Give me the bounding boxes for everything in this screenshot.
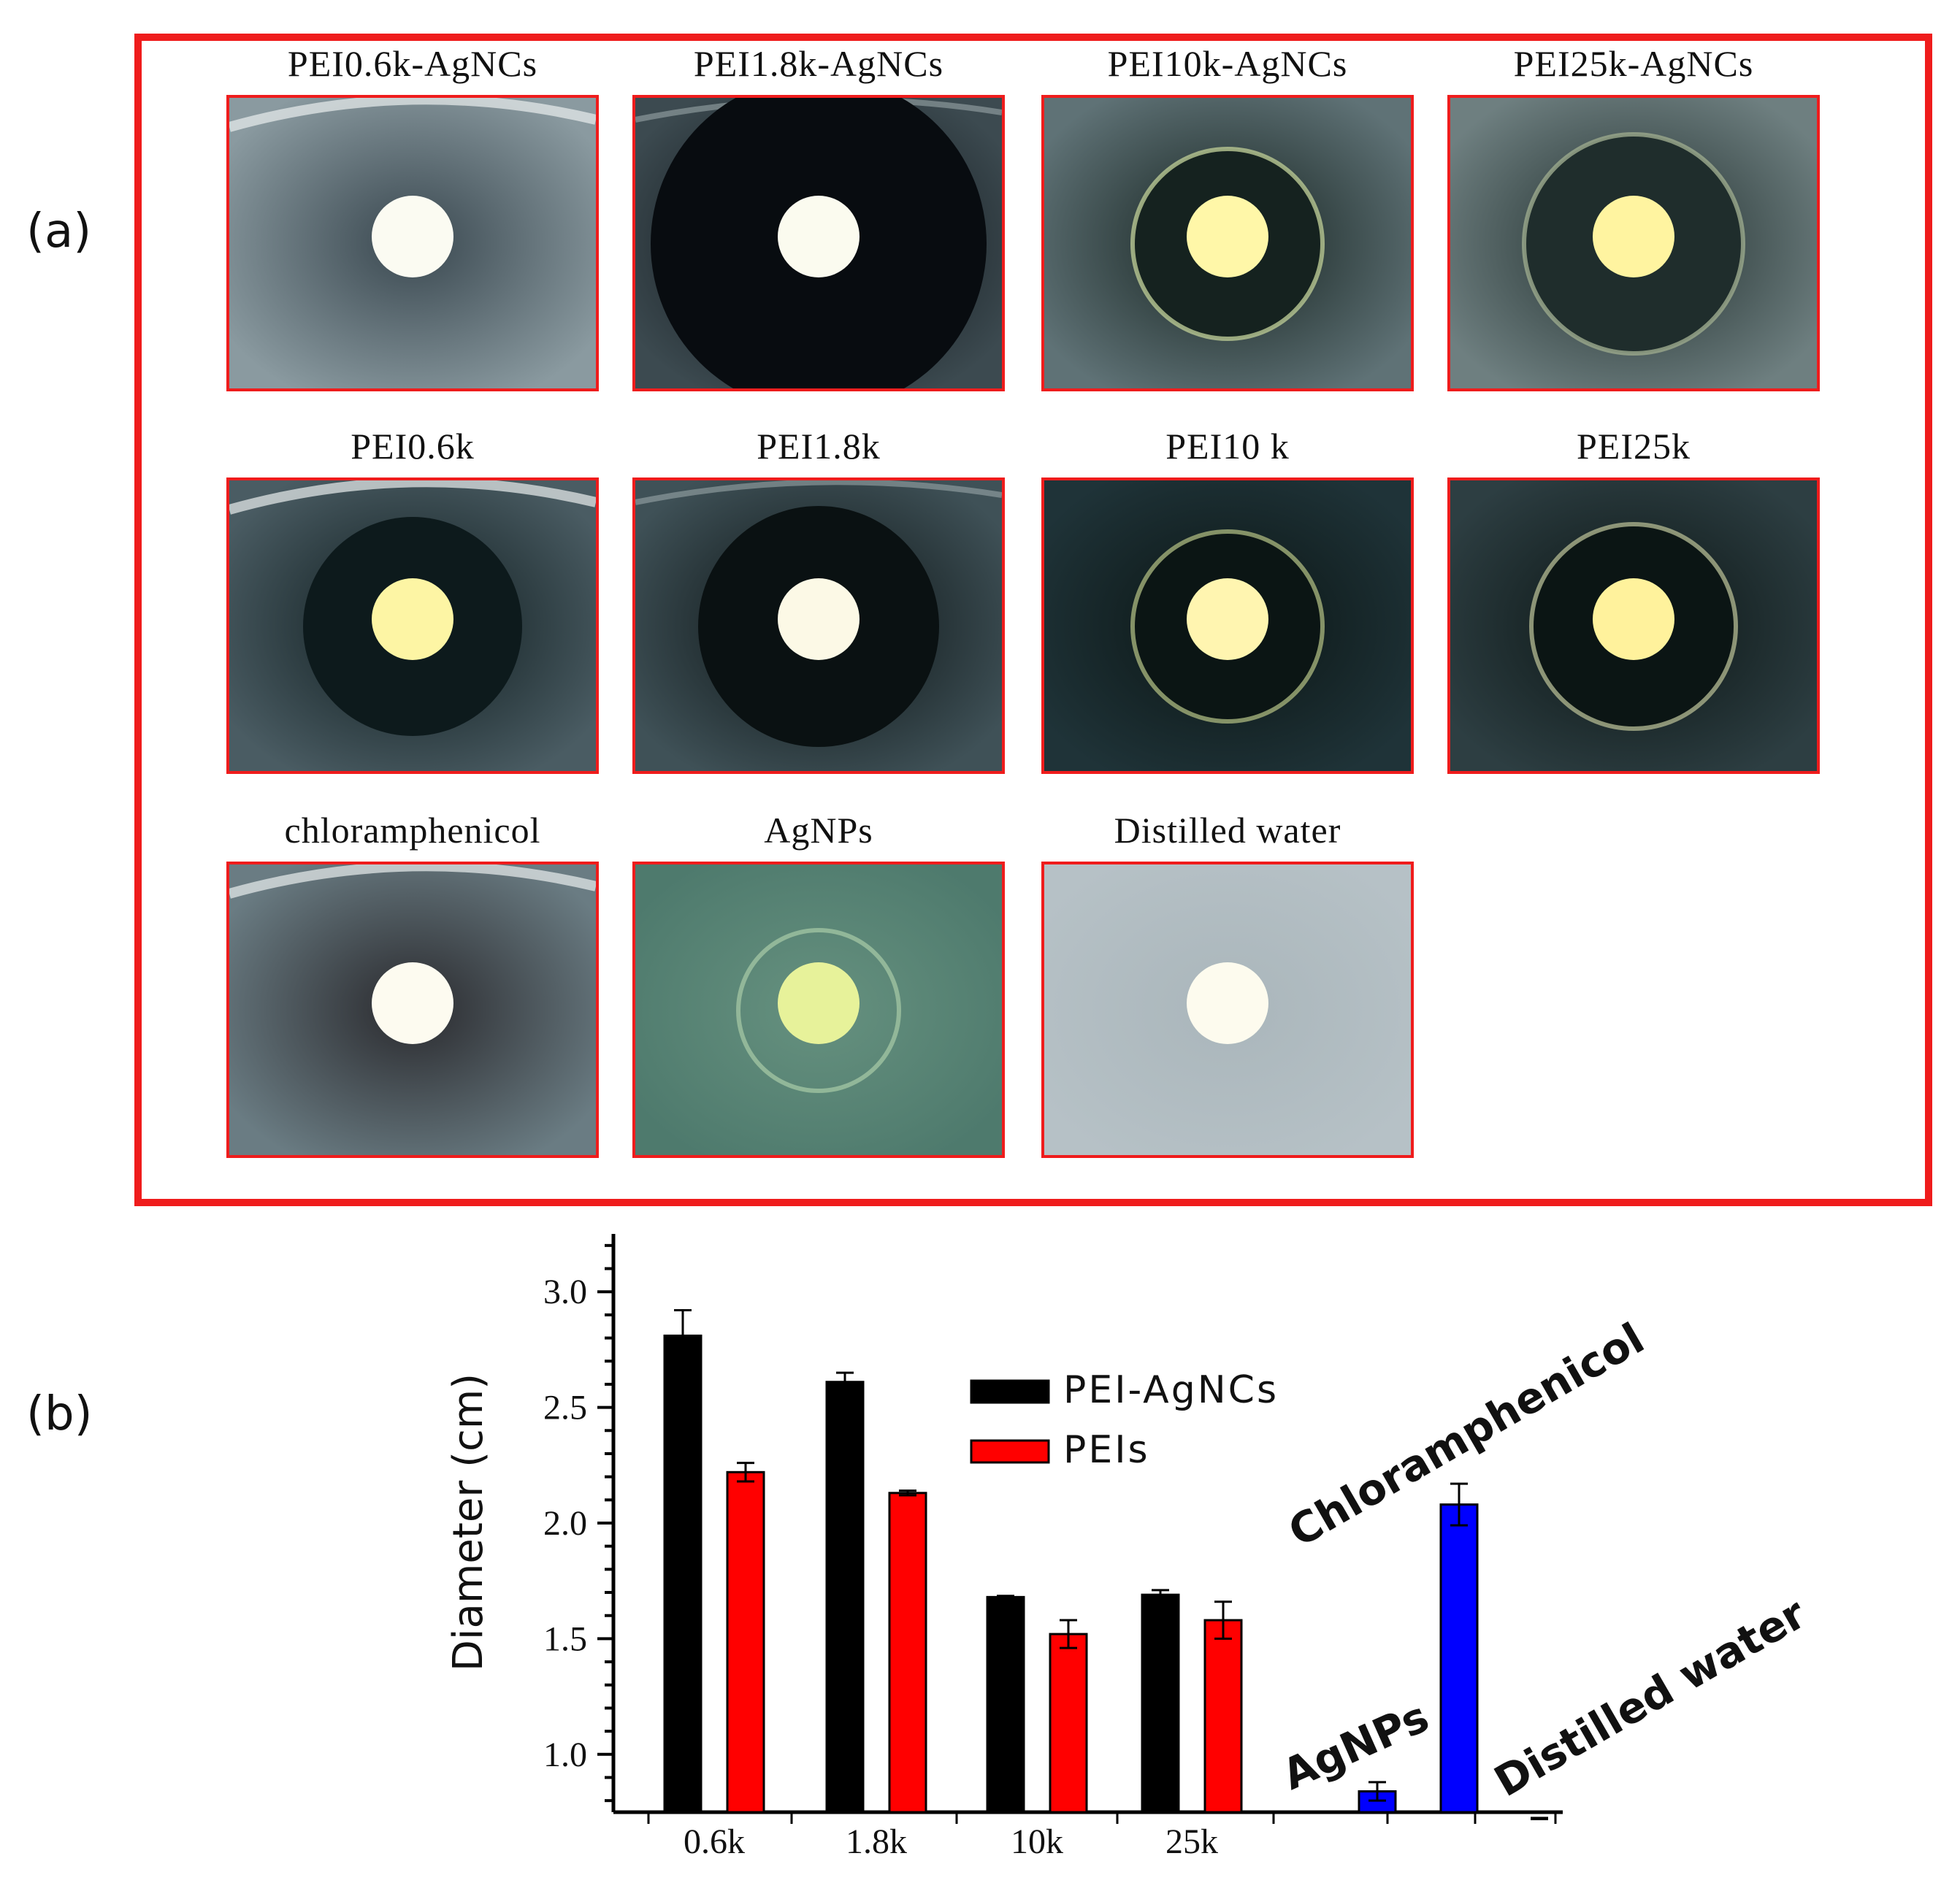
photo-title: PEI0.6k: [351, 426, 475, 467]
petri-dish-photo: [1041, 862, 1414, 1158]
control-bar: [1439, 1503, 1479, 1814]
legend-swatch: [970, 1379, 1050, 1404]
photo-title: PEI25k-AgNCs: [1513, 43, 1754, 84]
bar: [1141, 1593, 1180, 1814]
y-tick-label: 2.0: [543, 1504, 587, 1543]
photo-title: chloramphenicol: [284, 810, 541, 851]
bar: [1049, 1633, 1088, 1814]
photo-title: PEI25k: [1577, 426, 1691, 467]
photo-title: PEI10k-AgNCs: [1107, 43, 1348, 84]
petri-dish-photo: [1041, 478, 1414, 774]
photo-title: PEI1.8k: [757, 426, 881, 467]
bar: [825, 1381, 865, 1814]
y-tick-label: 1.0: [543, 1736, 587, 1774]
bar: [663, 1334, 703, 1814]
x-tick-label: 10k: [1011, 1822, 1063, 1861]
petri-dish-photo: [1447, 95, 1820, 391]
photo-title: AgNPs: [764, 810, 873, 851]
y-tick-label: 2.5: [543, 1389, 587, 1427]
petri-dish-photo: [632, 862, 1005, 1158]
photo-title: PEI0.6k-AgNCs: [287, 43, 538, 84]
legend-swatch: [970, 1439, 1050, 1464]
petri-dish-photo: [226, 862, 599, 1158]
bar: [726, 1470, 765, 1814]
petri-dish-photo: [632, 95, 1005, 391]
panel-a-label: (a): [26, 204, 92, 258]
photo-title: Distilled water: [1114, 810, 1341, 851]
petri-dish-photo: [226, 95, 599, 391]
bar: [986, 1595, 1025, 1814]
photo-title: PEI10 k: [1165, 426, 1290, 467]
bar: [1203, 1619, 1243, 1814]
y-tick-label: 3.0: [543, 1273, 587, 1311]
bar-annotation: Distilled water: [1486, 1588, 1814, 1806]
x-tick-label: 0.6k: [684, 1822, 745, 1861]
legend-label: PEIs: [1063, 1428, 1150, 1472]
bar: [888, 1492, 927, 1814]
petri-dish-photo: [1041, 95, 1414, 391]
y-tick-label: 1.5: [543, 1619, 587, 1658]
bar-annotation: AgNPs: [1275, 1692, 1436, 1800]
petri-dish-photo: [226, 478, 599, 774]
petri-dish-photo: [1447, 478, 1820, 774]
petri-dish-photo: [632, 478, 1005, 774]
photo-title: PEI1.8k-AgNCs: [693, 43, 944, 84]
y-axis-title: Diameter (cm): [445, 1373, 492, 1671]
x-tick-label: 1.8k: [846, 1822, 907, 1861]
panel-a-frame: [134, 34, 1932, 1206]
legend-label: PEI-AgNCs: [1063, 1368, 1279, 1412]
panel-b-label: (b): [26, 1387, 93, 1441]
x-tick-label: 25k: [1165, 1822, 1218, 1861]
